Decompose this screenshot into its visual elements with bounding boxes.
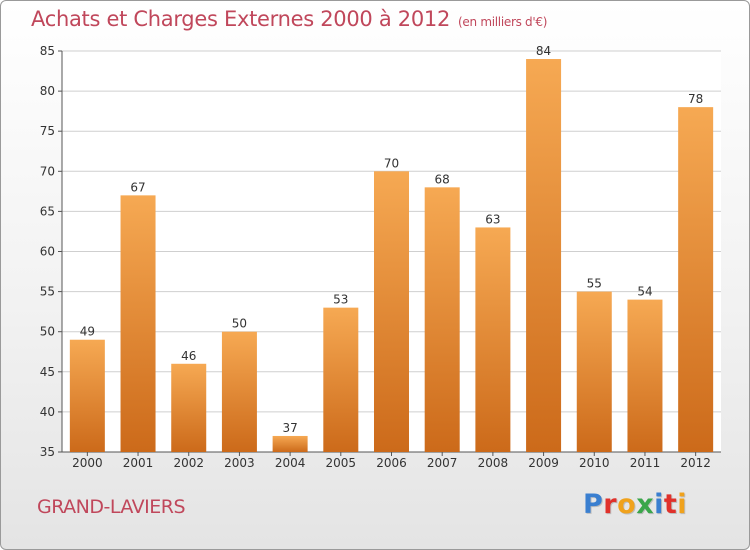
x-tick-label-2003: 2003 bbox=[224, 456, 255, 470]
data-label-2003: 50 bbox=[232, 317, 247, 331]
bar-2007 bbox=[424, 187, 460, 452]
logo-letter: t bbox=[663, 489, 678, 520]
commune-name: GRAND-LAVIERS bbox=[37, 496, 186, 518]
x-tick-label-2006: 2006 bbox=[376, 456, 407, 470]
chart-title-text: Achats et Charges Externes 2000 à 2012 bbox=[31, 7, 451, 31]
chart-title: Achats et Charges Externes 2000 à 2012 (e… bbox=[31, 7, 547, 31]
y-tick-label: 55 bbox=[40, 285, 55, 299]
y-tick-label: 70 bbox=[40, 164, 55, 178]
data-label-2006: 70 bbox=[384, 156, 399, 170]
logo-letter: i bbox=[677, 489, 688, 520]
x-tick-label-2009: 2009 bbox=[528, 456, 559, 470]
chart-unit: (en milliers d'€) bbox=[458, 15, 548, 29]
y-tick-label: 45 bbox=[40, 365, 55, 379]
bar-2009 bbox=[526, 59, 562, 453]
bar-2002 bbox=[171, 363, 207, 452]
data-label-2012: 78 bbox=[688, 92, 703, 106]
data-label-2011: 54 bbox=[637, 285, 652, 299]
data-label-2001: 67 bbox=[130, 180, 145, 194]
x-tick-label-2005: 2005 bbox=[326, 456, 357, 470]
bar-2006 bbox=[374, 171, 409, 453]
x-tick-label-2011: 2011 bbox=[630, 456, 661, 470]
bar-2003 bbox=[221, 331, 257, 452]
proxiti-logo: Proxiti bbox=[583, 489, 687, 520]
y-tick-label: 40 bbox=[40, 405, 55, 419]
data-label-2007: 68 bbox=[435, 172, 450, 186]
x-tick-label-2010: 2010 bbox=[579, 456, 610, 470]
logo-letter: x bbox=[636, 489, 655, 520]
logo-letter: P bbox=[583, 489, 604, 520]
bar-2010 bbox=[576, 291, 612, 452]
bar-2012 bbox=[678, 107, 714, 452]
y-tick-label: 75 bbox=[40, 124, 55, 138]
bar-2001 bbox=[120, 195, 156, 453]
data-label-2000: 49 bbox=[80, 325, 95, 339]
data-label-2008: 63 bbox=[485, 212, 500, 226]
y-tick-label: 85 bbox=[40, 44, 55, 58]
x-tick-label-2004: 2004 bbox=[275, 456, 306, 470]
logo-letter: i bbox=[654, 489, 664, 520]
y-tick-label: 35 bbox=[40, 445, 55, 459]
data-label-2005: 53 bbox=[333, 293, 348, 307]
bar-2008 bbox=[475, 227, 511, 452]
bar-2005 bbox=[323, 307, 359, 452]
x-tick-label-2012: 2012 bbox=[680, 456, 711, 470]
y-tick-label: 80 bbox=[40, 84, 55, 98]
bar-2004 bbox=[272, 435, 308, 452]
x-tick-label-2000: 2000 bbox=[72, 456, 103, 470]
logo-letter: o bbox=[617, 489, 637, 520]
data-label-2010: 55 bbox=[587, 277, 602, 291]
data-label-2009: 84 bbox=[536, 44, 551, 58]
logo-letter: r bbox=[603, 489, 618, 520]
bar-2011 bbox=[627, 299, 663, 452]
x-tick-label-2007: 2007 bbox=[427, 456, 458, 470]
bar-2000 bbox=[69, 339, 105, 452]
y-tick-label: 65 bbox=[40, 204, 55, 218]
x-tick-label-2008: 2008 bbox=[478, 456, 509, 470]
x-tick-label-2001: 2001 bbox=[123, 456, 154, 470]
y-tick-label: 50 bbox=[40, 325, 55, 339]
data-label-2004: 37 bbox=[282, 421, 297, 435]
data-label-2002: 46 bbox=[181, 349, 196, 363]
x-tick-label-2002: 2002 bbox=[173, 456, 204, 470]
y-tick-label: 60 bbox=[40, 245, 55, 259]
